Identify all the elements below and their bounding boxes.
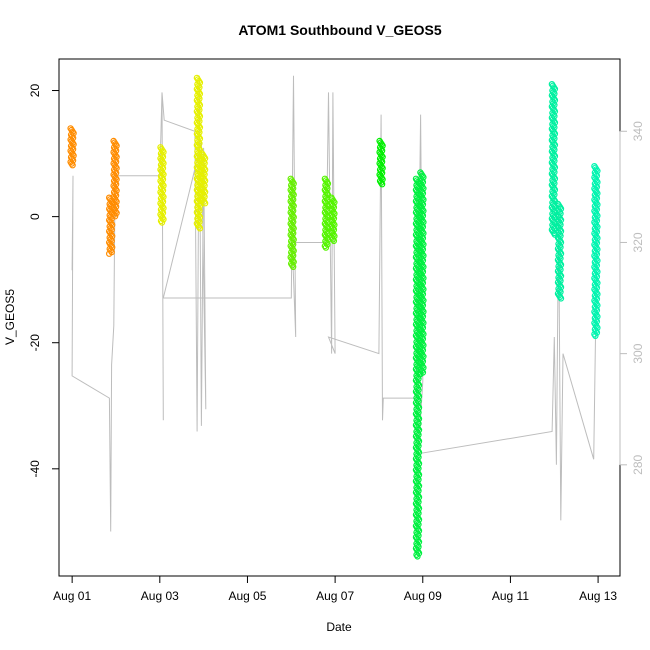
secondary-trace-line [71, 75, 599, 532]
series-13 [554, 200, 565, 302]
data-point [69, 161, 76, 169]
series-6 [287, 175, 297, 270]
y2-tick-label: 300 [631, 343, 645, 363]
data-point [557, 295, 565, 302]
y-axis-label: V_GEOS5 [3, 289, 17, 345]
y2-tick-label: 340 [631, 121, 645, 141]
data-point [111, 212, 119, 220]
data-point [290, 263, 297, 270]
y-tick-label: 0 [28, 213, 42, 220]
chart-title: ATOM1 Southbound V_GEOS5 [238, 22, 441, 38]
series-0 [67, 125, 77, 169]
series-14 [591, 162, 601, 339]
secondary-trace [71, 75, 599, 532]
series-5 [198, 150, 209, 207]
x-tick-label: Aug 01 [53, 589, 91, 603]
data-point [158, 219, 166, 226]
series-9 [376, 137, 386, 188]
data-point [378, 180, 386, 188]
x-tick-label: Aug 11 [492, 589, 529, 603]
x-tick-label: Aug 05 [228, 589, 266, 603]
y2-tick-label: 280 [631, 454, 645, 474]
x-axis: Aug 01 Aug 03 Aug 05 Aug 07 Aug 09 Aug 11 Aug … [53, 575, 617, 603]
data-point [201, 199, 209, 207]
data-point [196, 225, 204, 232]
y-tick-label: -20 [28, 334, 42, 352]
y-tick-label: 20 [28, 84, 42, 98]
data-point [417, 370, 424, 378]
series-8 [328, 194, 338, 245]
x-tick-label: Aug 13 [579, 589, 617, 603]
x-tick-label: Aug 07 [316, 589, 354, 603]
x-axis-label: Date [326, 620, 352, 634]
series-11 [417, 169, 427, 378]
data-point [592, 332, 599, 339]
series-4 [193, 74, 204, 232]
series-3 [157, 144, 167, 226]
data-point [414, 553, 421, 560]
x-tick-label: Aug 03 [141, 589, 179, 603]
data-point [105, 250, 113, 257]
series-1 [105, 194, 116, 257]
series-2 [110, 137, 120, 220]
y-tick-label: -40 [28, 460, 42, 478]
x-tick-label: Aug 09 [404, 589, 442, 603]
plot-area [58, 58, 621, 577]
data-point [330, 237, 338, 245]
y2-axis: 280 300 320 340 [619, 121, 645, 475]
data-point [322, 244, 330, 251]
y2-tick-label: 320 [631, 232, 645, 252]
y-axis: 20 0 -20 -40 [28, 84, 60, 478]
series-layer [67, 74, 601, 560]
